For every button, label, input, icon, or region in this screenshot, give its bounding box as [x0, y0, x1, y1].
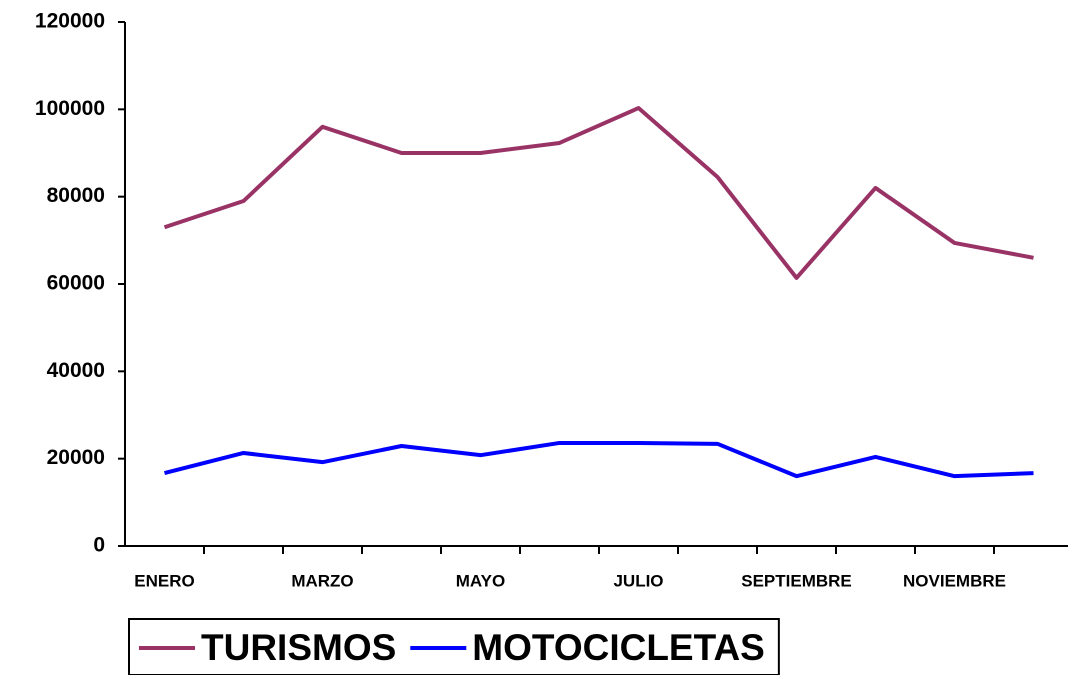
- y-tick-label: 100000: [35, 97, 105, 120]
- legend-label: TURISMOS: [201, 627, 396, 668]
- x-tick-label: MAYO: [456, 571, 505, 590]
- series-line: [163, 106, 1034, 280]
- y-tick-label: 120000: [35, 10, 105, 33]
- x-tick-label: MARZO: [291, 571, 353, 590]
- x-tick-label: ENERO: [134, 571, 194, 590]
- y-tick-label: 40000: [47, 359, 105, 382]
- x-tick-label: SEPTIEMBRE: [741, 571, 852, 590]
- x-tick-label: JULIO: [613, 571, 663, 590]
- y-tick-label: 80000: [47, 184, 105, 207]
- y-tick-label: 60000: [47, 272, 105, 295]
- x-tick-label: NOVIEMBRE: [903, 571, 1006, 590]
- legend-label: MOTOCICLETAS: [472, 627, 765, 668]
- y-tick-label: 20000: [47, 446, 105, 469]
- series-line: [164, 440, 1034, 479]
- y-tick-label: 0: [93, 534, 105, 557]
